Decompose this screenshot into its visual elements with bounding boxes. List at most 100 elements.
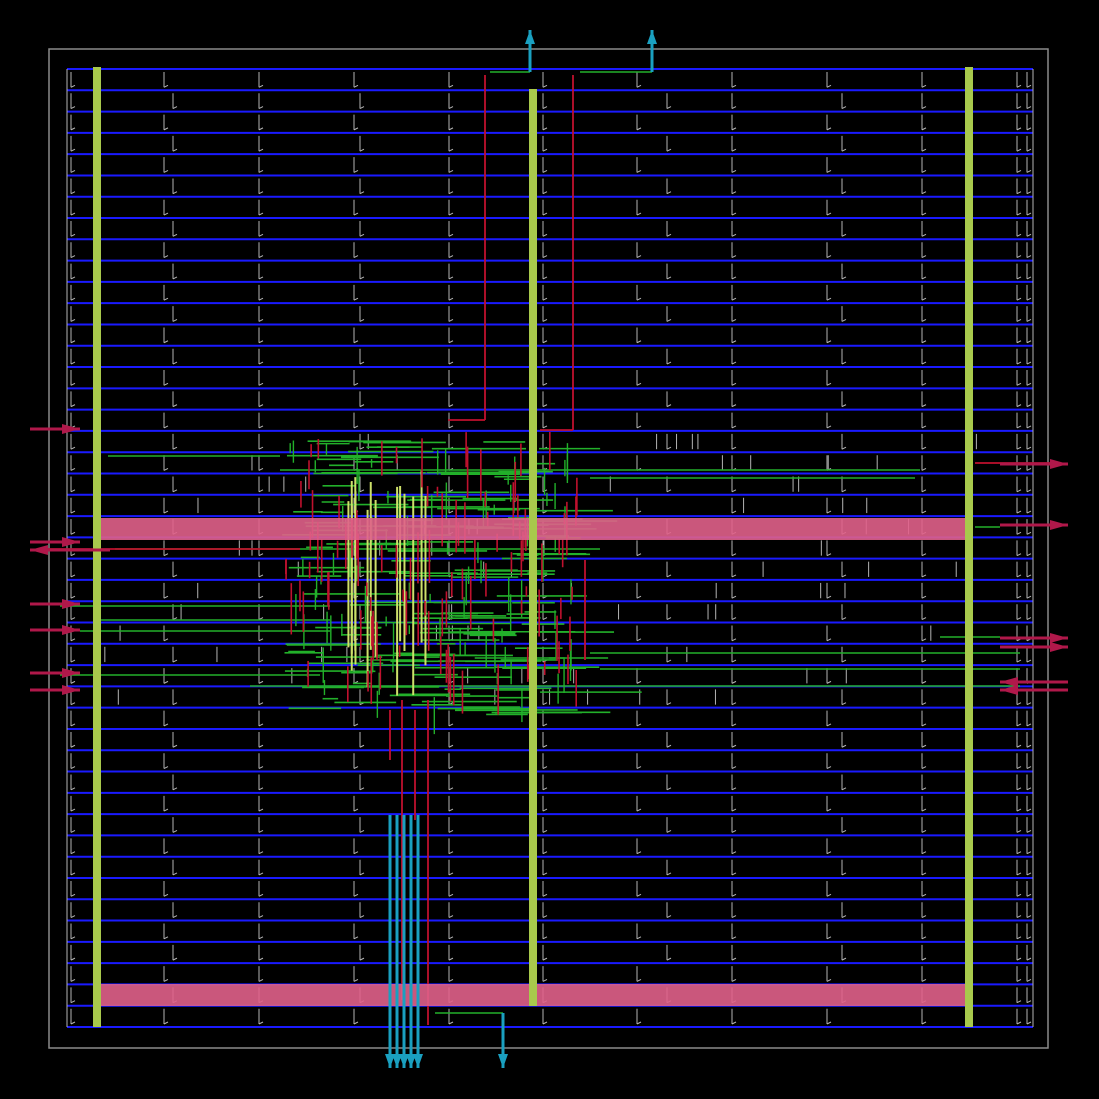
cell-boundary xyxy=(163,497,169,514)
cell-boundary xyxy=(542,1008,548,1025)
cell-boundary xyxy=(1016,93,1022,110)
cell-boundary xyxy=(258,199,264,216)
cell-boundary xyxy=(1026,540,1032,557)
cell-boundary xyxy=(542,284,548,301)
cell-boundary xyxy=(841,604,847,620)
left-pin-arrow xyxy=(62,625,80,635)
cell-boundary xyxy=(731,774,737,791)
cell-boundary xyxy=(731,433,737,450)
cell-boundary xyxy=(731,561,737,578)
cell-boundary xyxy=(448,923,454,940)
cell-boundary xyxy=(258,221,264,237)
cell-boundary xyxy=(666,93,672,110)
cell-boundary xyxy=(921,902,927,919)
cell-boundary xyxy=(163,114,169,131)
cell-boundary xyxy=(1026,582,1032,599)
cell-boundary xyxy=(359,178,365,195)
cell-boundary xyxy=(826,1008,832,1025)
cell-boundary xyxy=(258,391,264,408)
cell-boundary xyxy=(921,135,927,152)
cell-boundary xyxy=(70,646,76,663)
cell-boundary xyxy=(70,433,76,450)
cell-boundary xyxy=(542,668,548,684)
cell-boundary xyxy=(258,284,264,301)
cell-boundary xyxy=(1026,646,1032,663)
cell-boundary xyxy=(731,178,737,195)
cell-boundary xyxy=(841,689,847,706)
cell-boundary xyxy=(70,753,76,769)
cell-boundary xyxy=(542,242,548,259)
cell-boundary xyxy=(353,370,359,386)
cell-boundary xyxy=(921,859,927,876)
cell-boundary xyxy=(921,178,927,195)
cell-boundary xyxy=(1026,433,1032,450)
cell-boundary xyxy=(258,114,264,131)
cell-boundary xyxy=(1016,412,1022,429)
cell-boundary xyxy=(731,93,737,110)
cell-boundary xyxy=(636,710,642,727)
cell-boundary xyxy=(921,221,927,237)
cell-boundary xyxy=(731,753,737,769)
cell-boundary xyxy=(1026,689,1032,706)
cell-boundary xyxy=(666,221,672,237)
cell-boundary xyxy=(359,93,365,110)
cell-boundary xyxy=(731,604,737,620)
cell-boundary xyxy=(921,838,927,855)
cell-boundary xyxy=(921,284,927,301)
cell-boundary xyxy=(359,902,365,919)
cell-boundary xyxy=(542,370,548,386)
cell-boundary xyxy=(258,72,264,88)
cell-boundary xyxy=(1016,433,1022,450)
cell-boundary xyxy=(731,284,737,301)
cell-boundary xyxy=(70,455,76,471)
cell-boundary xyxy=(448,731,454,748)
bottom-pin-arrow xyxy=(392,1054,402,1068)
cell-boundary xyxy=(731,72,737,88)
cell-boundary xyxy=(70,561,76,578)
cell-boundary xyxy=(542,327,548,344)
cell-boundary xyxy=(70,710,76,727)
cell-boundary xyxy=(1016,519,1022,535)
cell-boundary xyxy=(841,348,847,365)
cell-boundary xyxy=(542,817,548,833)
cell-boundary xyxy=(70,476,76,493)
cell-boundary xyxy=(353,199,359,216)
cell-boundary xyxy=(921,582,927,599)
cell-boundary xyxy=(1016,157,1022,173)
cell-boundary xyxy=(731,731,737,748)
cell-boundary xyxy=(70,582,76,599)
cell-boundary xyxy=(542,412,548,429)
cell-boundary xyxy=(841,646,847,663)
cell-boundary xyxy=(921,774,927,791)
cell-boundary xyxy=(70,199,76,216)
cell-boundary xyxy=(1026,178,1032,195)
cell-boundary xyxy=(1016,284,1022,301)
cell-boundary xyxy=(826,710,832,727)
cell-boundary xyxy=(1016,923,1022,940)
cell-boundary xyxy=(1016,966,1022,982)
cell-boundary xyxy=(70,327,76,344)
cell-boundary xyxy=(731,348,737,365)
cell-boundary xyxy=(1026,306,1032,322)
cell-boundary xyxy=(731,242,737,259)
cell-boundary xyxy=(172,902,178,919)
cell-boundary xyxy=(542,966,548,982)
cell-boundary xyxy=(448,944,454,961)
cell-boundary xyxy=(1026,710,1032,727)
cell-boundary xyxy=(826,242,832,259)
cell-boundary xyxy=(636,540,642,557)
cell-boundary xyxy=(921,391,927,408)
cell-boundary xyxy=(1016,540,1022,557)
cell-boundary xyxy=(258,497,264,514)
io-pins xyxy=(30,30,1068,1068)
cell-boundary xyxy=(666,135,672,152)
cell-boundary xyxy=(70,944,76,961)
cell-boundary xyxy=(826,284,832,301)
cell-boundary xyxy=(359,646,365,663)
cell-boundary xyxy=(172,93,178,110)
right-pin-arrow xyxy=(1050,520,1068,530)
cell-boundary xyxy=(172,391,178,408)
cell-boundary xyxy=(448,902,454,919)
cell-boundary xyxy=(1016,135,1022,152)
cell-boundary xyxy=(1026,391,1032,408)
